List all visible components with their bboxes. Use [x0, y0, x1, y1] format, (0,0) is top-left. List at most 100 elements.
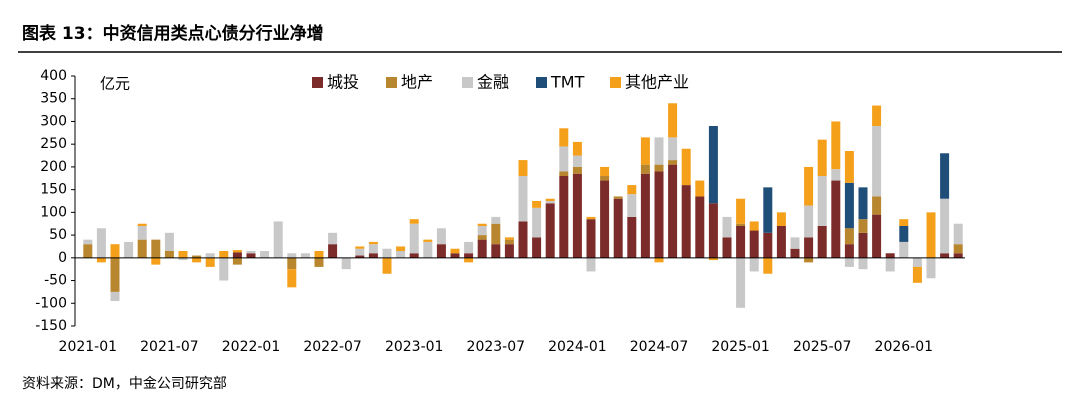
bar [912, 266, 922, 283]
x-tick-label: 2021-01 [59, 339, 118, 355]
bar [246, 253, 256, 258]
bar [436, 228, 446, 245]
bar [831, 169, 841, 181]
bar [804, 257, 814, 263]
bar [396, 246, 406, 251]
bar [491, 216, 501, 224]
bar [477, 226, 487, 236]
bar [872, 126, 882, 197]
bar [572, 141, 582, 156]
bar [192, 257, 202, 263]
y-tick-label: 350 [40, 91, 67, 107]
bar [287, 257, 297, 270]
bar [355, 246, 365, 249]
x-tick-label: 2021-07 [140, 339, 199, 355]
bar [899, 241, 909, 258]
bar [953, 253, 963, 258]
bar [640, 173, 650, 258]
bar [668, 164, 678, 258]
bar [355, 255, 365, 258]
bar [763, 257, 773, 274]
bar [83, 239, 93, 245]
bar [423, 241, 433, 258]
legend-swatch [536, 77, 547, 88]
x-tick-label: 2025-07 [793, 339, 852, 355]
bar [545, 203, 555, 258]
bar [940, 153, 950, 199]
legend-label: 其他产业 [625, 73, 689, 92]
legend-swatch [610, 77, 621, 88]
bar [831, 180, 841, 258]
bar [518, 221, 528, 258]
bar [586, 216, 596, 220]
bar [654, 171, 664, 258]
bar [164, 251, 174, 258]
bar [722, 237, 732, 258]
bar [858, 232, 868, 258]
bar [260, 251, 270, 258]
bar [790, 248, 800, 258]
bar [804, 237, 814, 258]
legend-label: TMT [550, 73, 585, 92]
bar [464, 253, 474, 258]
bar [532, 237, 542, 258]
bar [749, 257, 759, 272]
legend-swatch [462, 77, 473, 88]
bar [600, 176, 610, 181]
bar [96, 228, 106, 258]
bar [817, 139, 827, 176]
bar [477, 235, 487, 240]
bar [940, 198, 950, 254]
bar [749, 221, 759, 231]
bar [382, 257, 392, 274]
bar [464, 241, 474, 254]
x-tick-label: 2023-01 [385, 339, 444, 355]
y-tick-label: 250 [40, 136, 67, 152]
bar [518, 160, 528, 176]
bar [328, 232, 338, 245]
bar [899, 226, 909, 242]
bar [654, 137, 664, 165]
bar [858, 187, 868, 220]
bar [613, 196, 623, 199]
bar [844, 151, 854, 183]
bar [423, 239, 433, 242]
bar [477, 239, 487, 258]
bar [844, 244, 854, 258]
bar [110, 291, 120, 301]
legend-label: 城投 [327, 73, 359, 92]
bar [559, 171, 569, 176]
bar [695, 196, 705, 258]
bar [600, 180, 610, 258]
bar [790, 237, 800, 249]
bar [532, 201, 542, 208]
bar [409, 253, 419, 258]
bar [736, 226, 746, 258]
y-tick-label: 100 [40, 204, 67, 220]
bar [844, 257, 854, 267]
bar [858, 219, 868, 233]
bar [151, 257, 161, 265]
x-tick-label: 2024-01 [548, 339, 607, 355]
bar [328, 244, 338, 258]
bar [804, 205, 814, 238]
bar [640, 164, 650, 174]
bar [763, 187, 773, 233]
y-unit: 亿元 [100, 75, 130, 93]
bar [232, 257, 242, 265]
bar [341, 257, 351, 270]
chart-title: 图表 13：中资信用类点心债分行业净增 [22, 23, 324, 44]
bar [450, 248, 460, 254]
bar [736, 257, 746, 308]
bar [110, 244, 120, 258]
x-tick-label: 2024-07 [630, 339, 689, 355]
bar [491, 244, 501, 258]
bar [627, 185, 637, 195]
legend-label: 金融 [477, 73, 509, 92]
bar [940, 253, 950, 258]
bar [613, 198, 623, 258]
bar [668, 160, 678, 165]
legend-label: 地产 [401, 73, 433, 92]
bar [137, 239, 147, 258]
